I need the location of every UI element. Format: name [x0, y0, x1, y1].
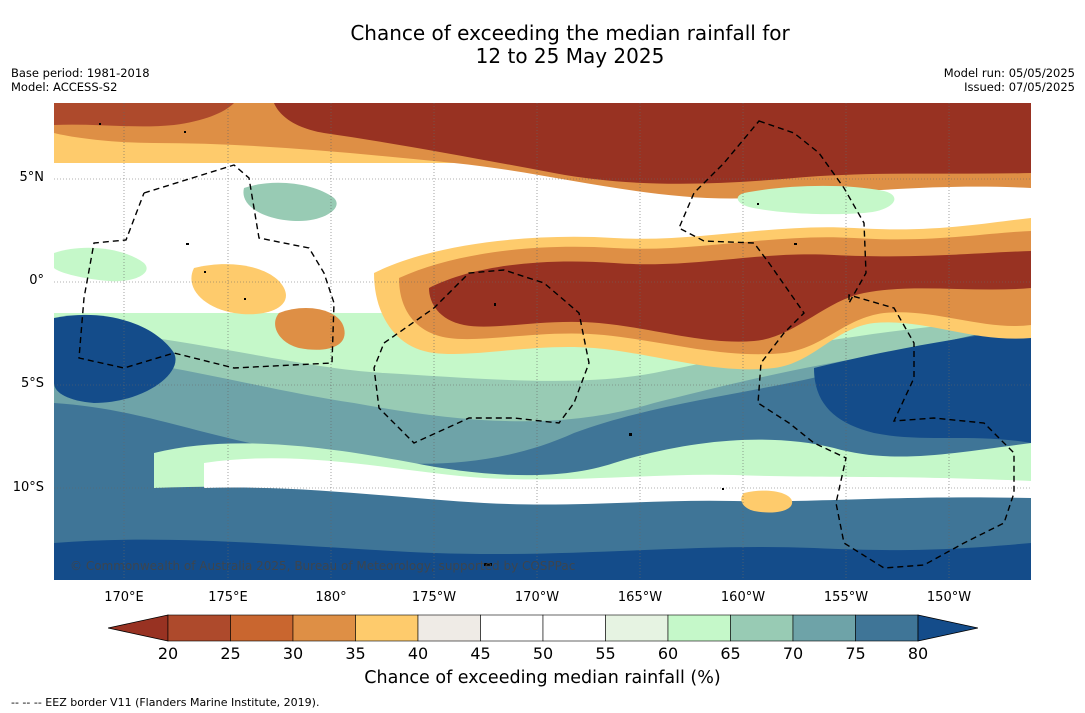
- map-title: Chance of exceeding the median rainfall …: [0, 22, 1085, 68]
- island: [494, 303, 496, 306]
- colorbar-tick-label: 35: [345, 644, 366, 663]
- island: [794, 243, 797, 245]
- south-band-darkest-east: [814, 328, 1031, 443]
- lat-label-0: 0°: [29, 273, 44, 288]
- lon-label: 170°W: [514, 590, 560, 605]
- colorbar-tick-label: 30: [282, 644, 304, 663]
- island: [484, 563, 492, 566]
- colorbar-tick-label: 70: [782, 644, 804, 663]
- colorbar-under-arrow: [108, 614, 169, 642]
- lon-label: 160°W: [720, 590, 766, 605]
- base-info: Base period: 1981-2018 Model: ACCESS-S2: [11, 66, 150, 94]
- island: [244, 298, 246, 300]
- model-name: Model: ACCESS-S2: [11, 80, 118, 94]
- title-line-2: 12 to 25 May 2025: [475, 44, 665, 68]
- eez-borders: [78, 120, 1015, 569]
- south-band-darkest-west: [54, 314, 176, 403]
- south-bottom-deep: [54, 539, 1031, 580]
- colorbar-bin: [855, 614, 919, 642]
- colorbar-tick-label: 45: [470, 644, 491, 663]
- colorbar-bin: [792, 614, 856, 642]
- south-band-deep: [54, 325, 1031, 580]
- rainfall-map: [54, 103, 1031, 580]
- west-yellow-patch: [191, 264, 286, 315]
- colorbar-tick-label: 25: [220, 644, 241, 663]
- north-band-brown: [274, 103, 1031, 184]
- colorbar-over-arrow: [917, 614, 978, 642]
- lon-label: 175°W: [411, 590, 457, 605]
- north-band-rust-west: [54, 103, 234, 127]
- island: [184, 131, 186, 133]
- colorbar-tick-label: 60: [657, 644, 679, 663]
- colorbar-bin: [292, 614, 356, 642]
- colorbar-bin: [667, 614, 731, 642]
- title-line-1: Chance of exceeding the median rainfall …: [350, 21, 790, 45]
- island: [722, 488, 724, 490]
- colorbar-bin: [167, 614, 231, 642]
- eez-legend-note: -- -- -- EEZ border V11 (Flanders Marine…: [11, 696, 320, 709]
- issued-date: Issued: 07/05/2025: [964, 80, 1075, 94]
- colorbar-bin: [542, 614, 606, 642]
- eez-phoenix-islands: [373, 269, 590, 444]
- run-info: Model run: 05/05/2025 Issued: 07/05/2025: [944, 66, 1075, 94]
- colorbar-tick-label: 50: [532, 644, 554, 663]
- colorbar-bin: [605, 614, 669, 642]
- islands: [99, 123, 797, 566]
- lon-label: 165°W: [617, 590, 663, 605]
- lat-label-5n: 5°N: [19, 170, 45, 185]
- eez-line-islands: [678, 120, 1015, 569]
- lat-label-5s: 5°S: [20, 376, 44, 391]
- island: [99, 123, 101, 125]
- island: [757, 203, 759, 205]
- west-dry-patch: [275, 308, 345, 350]
- colorbar-tick-label: 40: [407, 644, 429, 663]
- colorbar-bin: [730, 614, 794, 642]
- colorbar-tick-label: 55: [595, 644, 616, 663]
- lon-label: 180°: [315, 590, 347, 605]
- colorbar-tick-label: 20: [157, 644, 179, 663]
- colorbar: [108, 614, 978, 642]
- lon-label: 170°E: [104, 590, 144, 605]
- colorbar-tick-label: 80: [907, 644, 929, 663]
- lon-label: 155°W: [823, 590, 869, 605]
- north-green-blob-west-edge: [54, 247, 147, 282]
- island: [629, 433, 632, 436]
- colorbar-tick-label: 65: [720, 644, 741, 663]
- lat-label-10s: 10°S: [12, 480, 44, 495]
- colorbar-bin: [230, 614, 294, 642]
- eez-kiribati-gilberts: [78, 164, 335, 369]
- island: [186, 243, 189, 245]
- colorbar-title: Chance of exceeding median rainfall (%): [364, 668, 721, 688]
- south-yellow-patch: [741, 490, 793, 513]
- equator-band-brown: [429, 251, 1031, 342]
- south-white-strip: [204, 458, 1031, 505]
- colorbar-tick-label: 75: [845, 644, 866, 663]
- north-green-blob-west: [243, 182, 337, 221]
- base-period: Base period: 1981-2018: [11, 66, 150, 80]
- graticule: [54, 103, 1031, 580]
- colorbar-bin: [480, 614, 544, 642]
- colorbar-bin: [417, 614, 481, 642]
- lon-label: 150°W: [926, 590, 972, 605]
- island: [204, 271, 206, 273]
- colorbar-bin: [355, 614, 419, 642]
- lon-label: 175°E: [208, 590, 248, 605]
- copyright-notice: © Commonwealth of Australia 2025, Bureau…: [70, 559, 576, 573]
- model-run: Model run: 05/05/2025: [943, 66, 1075, 80]
